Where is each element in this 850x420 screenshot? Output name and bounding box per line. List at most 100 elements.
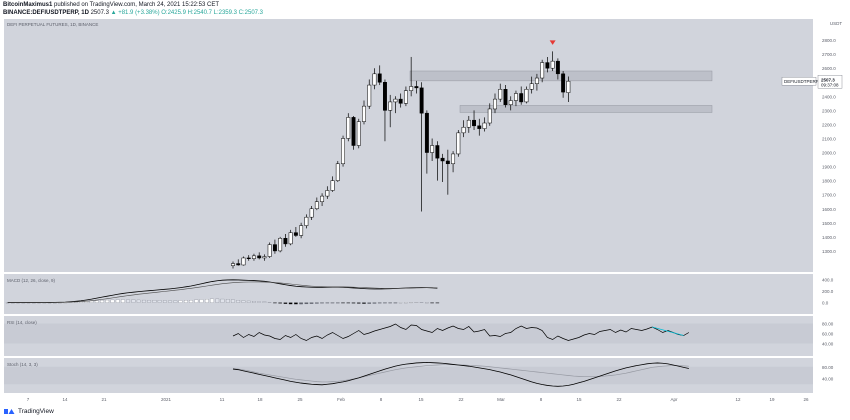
- countdown-tag: 09:37:08: [821, 83, 839, 88]
- candle-body: [246, 257, 251, 259]
- price-tick-label: 1500.0: [822, 221, 836, 226]
- macd-bar: [220, 298, 225, 303]
- macd-bar: [142, 299, 146, 303]
- tradingview-logo-icon: [4, 409, 15, 414]
- candle-body: [293, 232, 298, 236]
- candle-body: [498, 89, 503, 100]
- macd-bar: [388, 302, 393, 304]
- macd-bar: [398, 302, 403, 304]
- macd-bar: [236, 300, 241, 303]
- macd-bar: [341, 302, 345, 304]
- footer-branding: TradingView: [4, 408, 54, 415]
- candle-body: [262, 256, 267, 259]
- stoch-band: [4, 366, 813, 385]
- macd-bar: [304, 302, 309, 305]
- macd-bar: [356, 302, 361, 304]
- rsi-tick-label: 60.00: [822, 332, 834, 337]
- candle-body: [377, 73, 382, 83]
- x-tick-label: Mar: [497, 397, 505, 402]
- x-tick-label: 26: [803, 397, 809, 402]
- candle-body: [330, 180, 335, 191]
- candle-body: [550, 60, 555, 69]
- macd-bar: [383, 302, 387, 304]
- macd-bar: [126, 299, 131, 303]
- candle-body: [477, 125, 482, 129]
- macd-bar: [330, 302, 335, 304]
- macd-line: [7, 279, 438, 303]
- price-tick-label: 2800.0: [822, 38, 836, 43]
- price-tick-label: 2300.0: [822, 108, 836, 113]
- x-tick-label: 15: [418, 397, 424, 402]
- author-name[interactable]: BitcoinMaximus1: [3, 2, 53, 8]
- last-price-tag-bg: [817, 75, 843, 89]
- x-tick-label: 11: [220, 397, 225, 402]
- candle-body: [466, 119, 471, 128]
- candle-body: [231, 263, 235, 266]
- candle-body: [341, 138, 345, 165]
- macd-bar: [325, 302, 330, 304]
- x-tick-label: 14: [62, 397, 68, 402]
- candle-body: [236, 263, 241, 266]
- price-tick-label: 2000.0: [822, 151, 836, 156]
- x-tick-label: 22: [458, 397, 464, 402]
- macd-bar: [110, 299, 115, 303]
- candle-body: [241, 257, 246, 266]
- macd-bar: [362, 302, 366, 304]
- macd-bar: [351, 302, 356, 304]
- candle-body: [440, 157, 445, 162]
- candle-body: [529, 83, 534, 90]
- candle-body: [409, 86, 414, 91]
- price-tick-label: 1900.0: [822, 165, 836, 170]
- stoch-k-line: [232, 361, 689, 387]
- x-tick-label: 8: [540, 397, 543, 402]
- macd-bar: [225, 299, 230, 303]
- candle-body: [534, 77, 539, 84]
- candle-body: [524, 89, 529, 103]
- candle-body: [257, 255, 262, 259]
- macd-panel: [4, 274, 813, 314]
- macd-bar: [168, 300, 172, 303]
- stoch-title: Stoch (14, 3, 3): [7, 362, 38, 367]
- candle-body: [398, 98, 403, 104]
- price-tick-label: 2100.0: [822, 136, 836, 141]
- macd-bar: [288, 302, 293, 305]
- x-tick-label: 15: [576, 397, 582, 402]
- macd-bar: [372, 302, 377, 304]
- rsi-band: [4, 323, 813, 344]
- symbol-tag-label: DEFIUSDTPERP: [784, 79, 819, 84]
- macd-bar: [346, 302, 351, 304]
- macd-bar: [147, 300, 151, 303]
- macd-bar: [414, 302, 419, 303]
- macd-bar: [404, 302, 408, 304]
- candle-body: [388, 101, 393, 111]
- x-tick-label: Apr: [670, 397, 678, 402]
- candle-body: [424, 112, 429, 153]
- tradingview-brand[interactable]: TradingView: [18, 408, 54, 415]
- macd-bar: [194, 299, 199, 303]
- candle-body: [299, 225, 304, 236]
- last-price: 2507.3: [90, 10, 109, 16]
- candle-body: [445, 160, 450, 165]
- macd-title: MACD (12, 26, close, 9): [7, 278, 56, 283]
- macd-bar: [121, 299, 125, 303]
- macd-bar: [257, 301, 262, 303]
- price-panel: [4, 19, 813, 272]
- candle-body: [272, 244, 277, 252]
- candle-body: [351, 117, 356, 146]
- candle-body: [430, 145, 435, 153]
- price-chart-title: DEFI PERPETUAL FUTURES, 1D, BINANCE: [7, 22, 98, 27]
- candle-body: [566, 80, 571, 93]
- x-tick-label: 7: [27, 397, 30, 402]
- symbol-name: BINANCE:DEFIUSDTPERP, 1D: [3, 10, 89, 16]
- candle-body: [540, 62, 545, 79]
- macd-bar: [115, 299, 120, 303]
- candle-body: [304, 216, 309, 226]
- macd-bar: [273, 302, 277, 304]
- candle-body: [461, 126, 466, 134]
- macd-bar: [163, 300, 167, 303]
- price-change: ▲ +81.9 (+3.38%): [110, 10, 160, 16]
- macd-bar: [320, 302, 324, 304]
- candle-body: [456, 132, 461, 155]
- candle-body: [346, 117, 351, 139]
